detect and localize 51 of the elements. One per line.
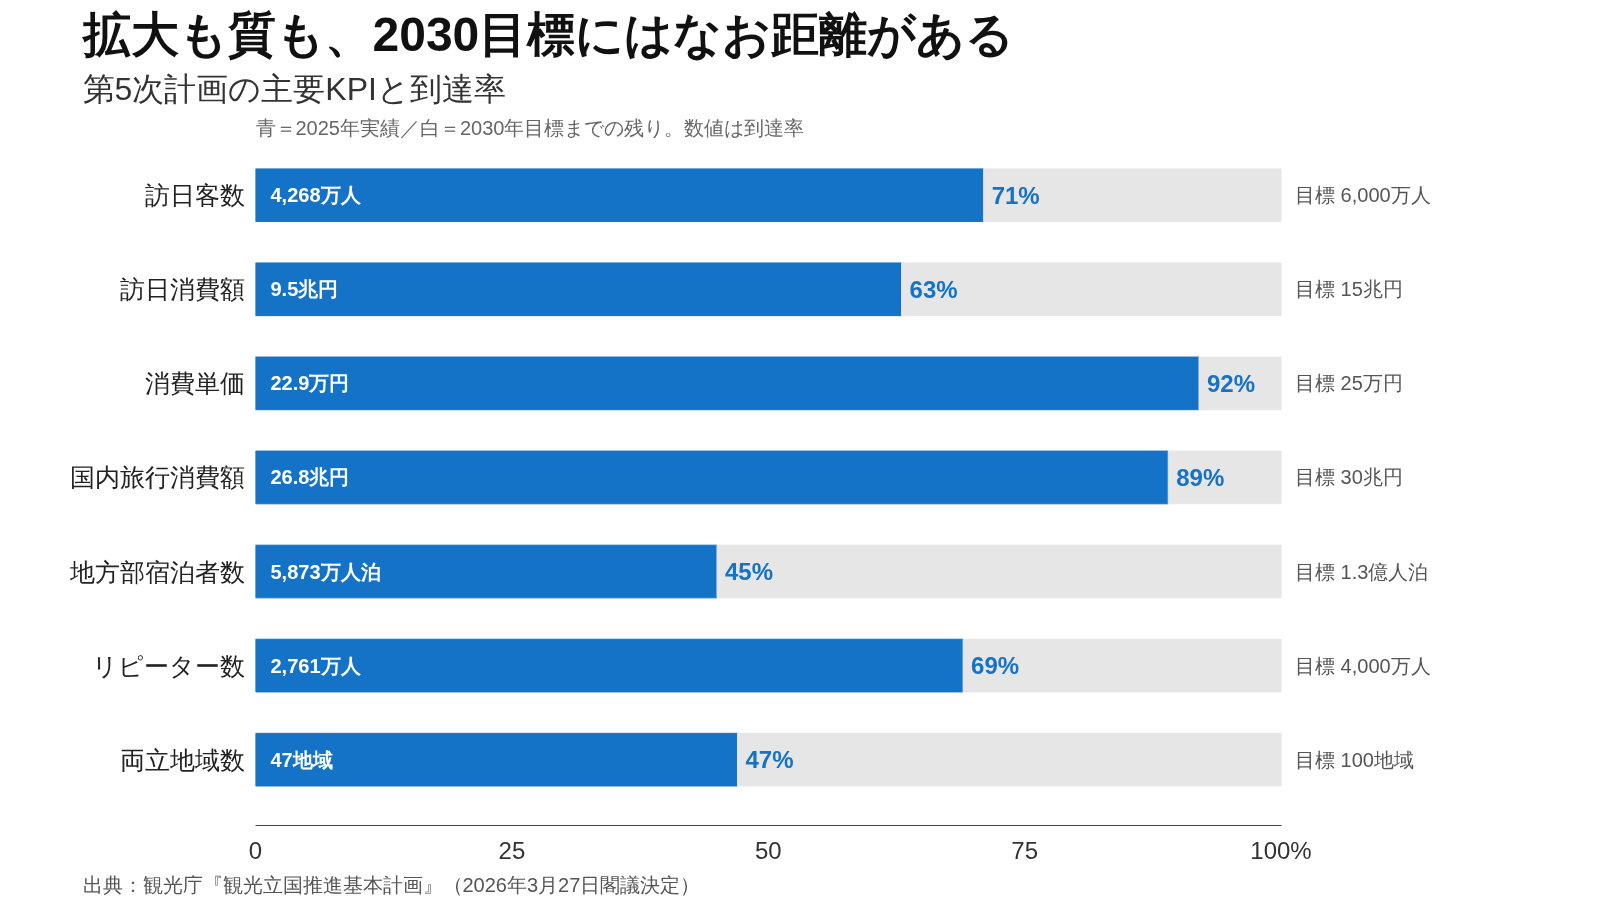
bar (255, 638, 964, 693)
x-tick-label: 75 (1011, 836, 1038, 864)
bar (1198, 356, 1282, 411)
y-tick-label: リピーター数 (91, 651, 245, 680)
text: 目標 1.3億人泊 (1295, 560, 1429, 583)
text: 目標 100地域 (1295, 748, 1414, 771)
bar (901, 262, 1282, 317)
bar (255, 544, 718, 599)
text: 目標 30兆円 (1295, 466, 1403, 489)
x-tick-label: 50 (754, 836, 782, 864)
bar (255, 450, 1169, 505)
bar (716, 544, 1282, 599)
data-label: 89% (1176, 463, 1225, 491)
bar (255, 732, 738, 787)
annotation: 4,268万人 (270, 184, 362, 207)
data-label: 69% (971, 652, 1020, 680)
annotation: 47地域 (270, 748, 333, 771)
data-label: 47% (745, 746, 794, 774)
y-tick-label: 訪日消費額 (119, 275, 245, 304)
data-label: 45% (724, 558, 774, 586)
text: 目標 6,000万人 (1295, 184, 1431, 207)
y-tick-label: 地方部宿泊者数 (68, 557, 245, 586)
text: 目標 25万円 (1295, 372, 1403, 395)
y-tick-label: 両立地域数 (119, 745, 245, 774)
y-tick-label: 国内旅行消費額 (69, 463, 245, 492)
source-note: 出典：観光庁『観光立国推進基本計画』（2026年3月27日閣議決定） (82, 873, 701, 896)
annotation: 26.8兆円 (270, 466, 350, 489)
y-tick-label: 訪日客数 (144, 181, 245, 210)
data-label: 63% (909, 275, 958, 303)
text: 目標 15兆円 (1295, 278, 1403, 301)
bar (255, 356, 1200, 411)
annotation: 22.9万円 (270, 372, 350, 395)
bar (983, 168, 1282, 223)
x-tick-label: 100% (1250, 836, 1312, 864)
bar (255, 262, 903, 317)
bar (737, 732, 1282, 787)
x-tick-label: 0 (248, 836, 263, 864)
chart-subtitle: 第5次計画の主要KPIと到達率 (82, 70, 506, 107)
annotation: 5,873万人泊 (270, 560, 381, 583)
data-label: 71% (991, 181, 1040, 209)
chart-title: 拡大も質も、2030目標にはなお距離がある (80, 7, 1015, 61)
y-tick-label: 消費単価 (144, 369, 245, 398)
data-label: 92% (1206, 369, 1256, 397)
annotation: 2,761万人 (270, 654, 362, 677)
text: 青＝2025年実績／白＝2030年目標までの残り。数値は到達率 (255, 116, 805, 139)
bar (1167, 450, 1282, 505)
text: 目標 4,000万人 (1295, 654, 1431, 677)
bar (255, 168, 985, 223)
bar (962, 638, 1282, 693)
x-tick-label: 25 (498, 836, 526, 864)
annotation: 9.5兆円 (270, 278, 339, 301)
